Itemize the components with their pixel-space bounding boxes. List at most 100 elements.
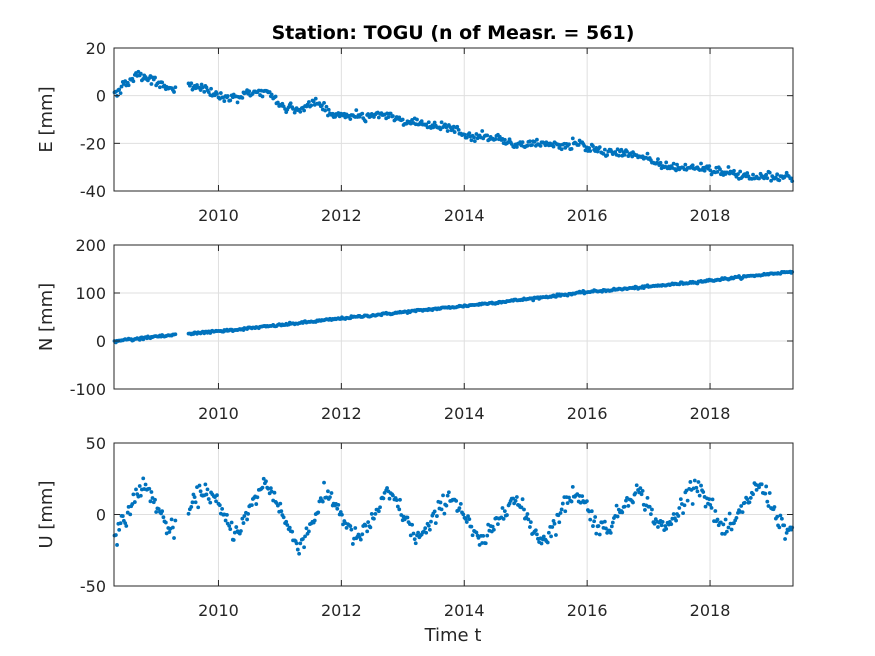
data-point	[363, 523, 368, 528]
x-tick-label: 2014	[444, 601, 485, 620]
data-point	[358, 537, 363, 542]
data-point	[466, 514, 470, 519]
data-point	[783, 537, 787, 541]
data-point	[411, 531, 416, 536]
data-point	[326, 489, 330, 494]
data-point	[167, 530, 172, 534]
data-point	[387, 496, 392, 501]
data-point	[215, 91, 219, 96]
data-point	[690, 163, 695, 168]
data-point	[597, 532, 602, 537]
data-point	[671, 161, 676, 166]
data-point	[350, 542, 355, 546]
data-point	[701, 490, 706, 494]
data-point	[290, 529, 295, 534]
data-point	[225, 512, 229, 517]
data-point	[149, 490, 154, 494]
data-point	[255, 495, 260, 500]
x-axis-label: Time t	[424, 625, 482, 646]
data-point	[551, 144, 556, 149]
data-point	[372, 516, 376, 521]
data-point	[622, 504, 627, 509]
data-point	[740, 510, 745, 515]
data-point	[441, 493, 445, 498]
data-point	[202, 90, 207, 94]
data-point	[485, 133, 490, 138]
data-point	[215, 493, 219, 498]
data-point	[394, 498, 399, 502]
data-point	[545, 540, 550, 545]
data-point	[193, 500, 198, 505]
data-point	[340, 512, 344, 517]
data-point	[196, 505, 201, 510]
data-point	[790, 525, 795, 530]
data-point	[528, 139, 532, 144]
data-point	[261, 476, 266, 481]
data-point	[483, 541, 488, 546]
data-point	[718, 167, 722, 172]
x-tick-label: 2012	[321, 404, 362, 423]
data-point	[192, 495, 197, 499]
data-point	[709, 505, 714, 510]
data-point	[222, 99, 227, 103]
data-point	[445, 493, 450, 498]
data-point	[302, 108, 306, 113]
data-point	[625, 149, 629, 154]
data-point	[597, 145, 602, 150]
data-point	[695, 489, 700, 494]
data-point	[559, 147, 564, 152]
data-point	[729, 527, 734, 532]
data-point	[614, 503, 619, 508]
data-point	[427, 527, 432, 532]
data-point	[444, 125, 449, 130]
data-point	[272, 490, 277, 495]
data-point	[720, 531, 724, 536]
data-point	[205, 487, 210, 492]
data-point	[694, 485, 699, 490]
data-point	[589, 509, 594, 514]
data-point	[732, 168, 736, 173]
data-point	[313, 96, 318, 101]
data-point	[348, 524, 353, 528]
data-point	[496, 522, 500, 527]
data-point	[119, 84, 124, 89]
x-tick-label: 2010	[198, 404, 239, 423]
data-point	[757, 176, 761, 181]
data-point	[438, 500, 443, 505]
data-point	[715, 517, 720, 522]
data-point	[363, 119, 368, 124]
data-point	[118, 521, 123, 526]
y-axis-label: N [mm]	[36, 283, 57, 351]
data-point	[433, 521, 438, 526]
data-point	[773, 175, 778, 180]
data-point	[688, 480, 693, 484]
data-point	[554, 533, 558, 537]
data-point	[638, 486, 643, 490]
y-tick-label: 200	[75, 236, 106, 255]
data-point	[304, 526, 309, 531]
data-point	[514, 495, 519, 499]
data-point	[365, 529, 370, 534]
data-point	[766, 504, 771, 508]
data-point	[477, 543, 482, 547]
data-point	[481, 533, 486, 538]
data-point	[507, 137, 512, 142]
data-point	[634, 483, 639, 488]
data-point	[751, 492, 755, 497]
data-point	[520, 140, 525, 145]
data-point	[322, 480, 326, 485]
data-point	[559, 507, 564, 512]
data-point	[702, 168, 707, 173]
data-point	[458, 501, 463, 506]
data-point	[300, 537, 305, 541]
data-point	[676, 514, 681, 518]
x-tick-label: 2014	[444, 206, 485, 225]
data-point	[279, 509, 284, 514]
data-point	[663, 524, 668, 528]
data-point	[302, 545, 306, 550]
data-point	[199, 82, 204, 87]
data-point	[234, 525, 239, 529]
data-point	[710, 497, 715, 502]
data-point	[790, 270, 795, 274]
data-point	[782, 523, 787, 528]
